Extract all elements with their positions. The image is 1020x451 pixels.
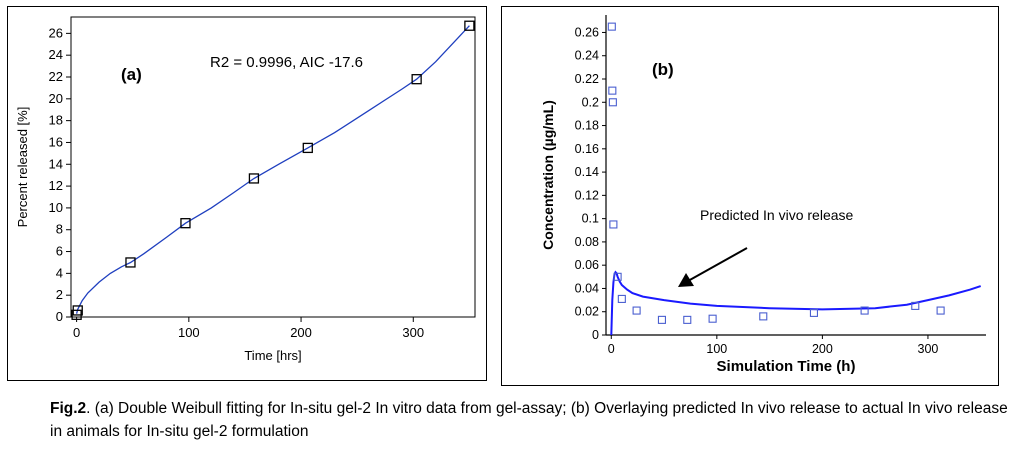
panel-label: (a) bbox=[121, 65, 142, 84]
y-tick-label: 4 bbox=[56, 265, 63, 280]
x-tick-label: 300 bbox=[402, 325, 424, 340]
data-point bbox=[617, 294, 626, 303]
y-axis-label: Percent released [%] bbox=[15, 107, 30, 228]
y-tick-label: 22 bbox=[49, 69, 63, 84]
annotation-arrow-line bbox=[687, 247, 748, 282]
y-tick-label: 0.2 bbox=[582, 95, 599, 109]
y-tick-label: 16 bbox=[49, 134, 63, 149]
chart-panel-a: 0 2 4 6 8 10 12 14 16 18 20 22 24 26 0 100 200 300 (a) R2 =… bbox=[7, 6, 487, 381]
x-axis-label: Time [hrs] bbox=[244, 348, 301, 363]
y-tick-label: 10 bbox=[49, 200, 63, 215]
data-point bbox=[609, 220, 618, 229]
y-tick-label: 0.04 bbox=[575, 281, 599, 295]
data-point bbox=[72, 305, 83, 316]
data-point bbox=[607, 22, 616, 31]
y-tick-label: 0.14 bbox=[575, 165, 599, 179]
y-tick-label: 14 bbox=[49, 156, 63, 171]
y-tick-label: 0.16 bbox=[575, 142, 599, 156]
data-point bbox=[411, 74, 422, 85]
y-tick-label: 26 bbox=[49, 25, 63, 40]
data-point bbox=[125, 257, 136, 268]
y-tick-label: 0.02 bbox=[575, 305, 599, 319]
data-point bbox=[936, 306, 945, 315]
x-axis-label: Simulation Time (h) bbox=[717, 358, 856, 375]
chart-b: 0 0.02 0.04 0.06 0.08 0.1 0.12 0.14 0.16 0.18 0.2 0… bbox=[540, 15, 986, 375]
fit-annotation: R2 = 0.9996, AIC -17.6 bbox=[210, 54, 363, 71]
data-point bbox=[759, 312, 768, 321]
data-point bbox=[860, 306, 869, 315]
y-tick-label: 0 bbox=[56, 309, 63, 324]
x-tick-label: 100 bbox=[178, 325, 200, 340]
x-tick-label: 0 bbox=[73, 325, 80, 340]
caption-text: . (a) Double Weibull fitting for In-situ… bbox=[50, 400, 1008, 440]
panel-label: (b) bbox=[652, 60, 674, 79]
data-point bbox=[608, 86, 617, 95]
plot-frame bbox=[70, 16, 476, 318]
data-point bbox=[608, 98, 617, 107]
y-tick-label: 2 bbox=[56, 287, 63, 302]
y-tick-label: 0.1 bbox=[582, 212, 599, 226]
x-tick-label: 200 bbox=[290, 325, 312, 340]
caption-label: Fig.2 bbox=[50, 400, 87, 417]
y-tick-label: 24 bbox=[49, 47, 63, 62]
prediction-annotation: Predicted In vivo release bbox=[700, 207, 854, 223]
y-tick-label: 0.12 bbox=[575, 188, 599, 202]
data-point bbox=[809, 308, 818, 317]
y-tick-label: 0.26 bbox=[575, 25, 599, 39]
data-point bbox=[248, 173, 260, 184]
y-tick-label: 0.22 bbox=[575, 72, 599, 86]
y-tick-label: 0.08 bbox=[575, 235, 599, 249]
data-point bbox=[302, 142, 313, 154]
y-tick-label: 6 bbox=[56, 244, 63, 259]
y-tick-label: 0 bbox=[592, 328, 599, 342]
data-point bbox=[657, 315, 666, 324]
annotation-arrow-head bbox=[678, 273, 694, 287]
data-point bbox=[180, 218, 191, 229]
chart-panel-b: 0 0.02 0.04 0.06 0.08 0.1 0.12 0.14 0.16 0.18 0.2 0… bbox=[501, 6, 999, 386]
x-tick-label: 0 bbox=[608, 342, 615, 356]
x-tick-label: 200 bbox=[812, 342, 833, 356]
x-tick-label: 300 bbox=[918, 342, 939, 356]
y-tick-label: 0.06 bbox=[575, 258, 599, 272]
y-tick-label: 20 bbox=[49, 91, 63, 106]
y-tick-label: 18 bbox=[49, 113, 63, 128]
x-tick-label: 100 bbox=[706, 342, 727, 356]
data-point bbox=[632, 306, 641, 315]
figure-caption: Fig.2. (a) Double Weibull fitting for In… bbox=[50, 397, 1010, 443]
predicted-curve bbox=[610, 270, 982, 336]
y-tick-label: 0.24 bbox=[575, 49, 599, 63]
y-axis-label: Concentration (µg/mL) bbox=[540, 100, 556, 250]
fit-curve bbox=[75, 25, 470, 314]
data-point bbox=[613, 272, 622, 281]
data-point bbox=[708, 314, 717, 323]
data-point bbox=[464, 20, 475, 31]
data-point bbox=[683, 315, 692, 324]
y-tick-label: 8 bbox=[56, 222, 63, 237]
y-tick-label: 12 bbox=[49, 178, 63, 193]
data-point bbox=[911, 301, 920, 310]
y-tick-label: 0.18 bbox=[575, 119, 599, 133]
